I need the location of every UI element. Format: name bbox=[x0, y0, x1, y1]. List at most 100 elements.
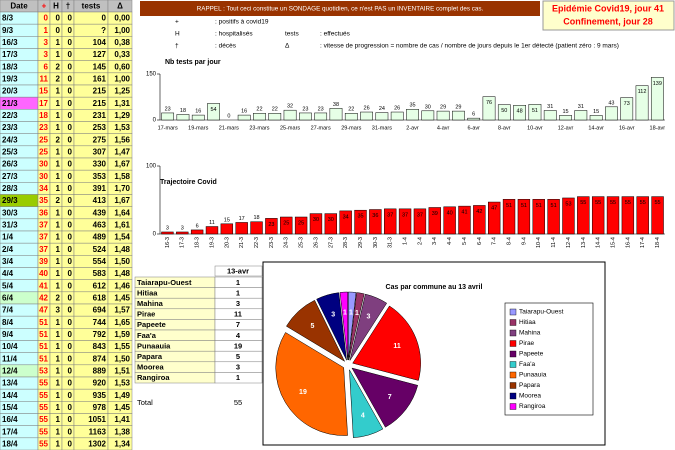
cell-text: 0 bbox=[68, 123, 73, 132]
cell-text: 0 bbox=[68, 427, 73, 436]
bar bbox=[253, 113, 266, 121]
x-tick-label: 25-mars bbox=[280, 125, 300, 131]
cell-text: Papeete bbox=[137, 320, 166, 329]
legend-label: Rangiroa bbox=[519, 403, 546, 410]
cell-text: 0 bbox=[68, 62, 73, 71]
cell-text: 0,60 bbox=[114, 62, 130, 71]
cell-text: 16/4 bbox=[2, 415, 18, 424]
x-tick-label: 14-avr bbox=[588, 125, 604, 131]
x-tick-label: 6-4 bbox=[477, 237, 483, 245]
cell-text: 1 bbox=[236, 278, 240, 287]
x-tick-label: 12-avr bbox=[558, 125, 574, 131]
cell-text: 8/4 bbox=[2, 318, 14, 327]
cell-text: 1 bbox=[56, 440, 61, 449]
cell-text: 1,67 bbox=[114, 196, 130, 205]
cell-text: 1,56 bbox=[114, 135, 130, 144]
cell-text: 612 bbox=[93, 281, 107, 290]
bar-label: 3 bbox=[181, 225, 184, 231]
x-tick-label: 31-3 bbox=[388, 237, 394, 248]
x-tick-label: 8-4 bbox=[506, 237, 512, 245]
cell-text: 0 bbox=[68, 294, 73, 303]
bar-label: 24 bbox=[379, 106, 385, 112]
y-tick-label: 0 bbox=[153, 118, 157, 124]
pie-slice bbox=[349, 369, 384, 438]
chart-title: Cas par commune au 13 avril bbox=[386, 284, 483, 291]
cell-text: 0 bbox=[68, 379, 73, 388]
cell-text: 1,45 bbox=[114, 403, 130, 412]
cell-text: 0 bbox=[68, 196, 73, 205]
bar-label: 26 bbox=[394, 105, 400, 111]
bar-label: 11 bbox=[209, 220, 215, 226]
bar-label: 55 bbox=[595, 200, 601, 206]
cell-text: 874 bbox=[93, 354, 107, 363]
bar-label: 54 bbox=[210, 107, 216, 113]
bar-label: 47 bbox=[491, 205, 497, 211]
bar-label: 39 bbox=[432, 211, 438, 217]
bar-label: 51 bbox=[521, 203, 527, 209]
cell-text: 11/4 bbox=[2, 354, 18, 363]
bar-label: 25 bbox=[283, 220, 289, 226]
cell-text: 1,50 bbox=[114, 354, 130, 363]
note-text: : décès bbox=[215, 43, 237, 50]
slice-label: 11 bbox=[393, 343, 401, 350]
cell-text: 51 bbox=[39, 354, 48, 363]
bar bbox=[443, 206, 456, 235]
cell-text: 0 bbox=[68, 111, 73, 120]
cell-text: 2 bbox=[56, 196, 61, 205]
bar bbox=[207, 103, 220, 121]
cell-text: 16/3 bbox=[2, 38, 18, 47]
cell-text: 0 bbox=[68, 221, 73, 230]
cell-text: 161 bbox=[93, 75, 107, 84]
cell-text: 9/4 bbox=[2, 330, 14, 339]
bar-label: 76 bbox=[486, 100, 492, 106]
cell-text: 55 bbox=[39, 379, 48, 388]
cell-text: ? bbox=[101, 26, 106, 35]
cell-text: 1,55 bbox=[114, 342, 130, 351]
bar-label: 29 bbox=[455, 105, 461, 111]
header-text: Date bbox=[10, 2, 28, 11]
cell-text: 55 bbox=[39, 440, 48, 449]
cell-text: 275 bbox=[93, 135, 107, 144]
x-tick-label: 31-mars bbox=[372, 125, 392, 131]
cell-text: 1,59 bbox=[114, 330, 130, 339]
bar-label: 22 bbox=[272, 107, 278, 113]
cell-text: 17/4 bbox=[2, 427, 18, 436]
cell-text: 554 bbox=[93, 257, 107, 266]
cell-text: 0 bbox=[68, 26, 73, 35]
bar bbox=[452, 110, 465, 121]
bar bbox=[574, 110, 588, 121]
cell-text: 0 bbox=[68, 257, 73, 266]
cell-text: 1 bbox=[56, 391, 61, 400]
cell-text: 23 bbox=[39, 123, 48, 132]
cell-text: Moorea bbox=[137, 363, 165, 372]
cell-text: 0 bbox=[68, 50, 73, 59]
cell-text: 1 bbox=[56, 427, 61, 436]
cell-text: 978 bbox=[93, 403, 107, 412]
bar-label: 6 bbox=[196, 223, 199, 229]
total-value: 55 bbox=[234, 398, 242, 407]
header-text: tests bbox=[82, 2, 101, 11]
bar bbox=[513, 105, 526, 121]
cell-text: 1 bbox=[44, 26, 49, 35]
bar-label: 29 bbox=[440, 105, 446, 111]
header-text: + bbox=[42, 2, 47, 11]
header-text: Δ bbox=[117, 2, 123, 11]
cell-text: 3 bbox=[236, 363, 240, 372]
cell-text: 0,38 bbox=[114, 38, 130, 47]
bar bbox=[398, 208, 412, 235]
cell-text: 1 bbox=[56, 415, 61, 424]
slice-label: 3 bbox=[331, 311, 335, 318]
bar bbox=[606, 196, 620, 235]
cell-text: 353 bbox=[93, 172, 107, 181]
cell-text: Mahina bbox=[137, 299, 164, 308]
cell-text: 1,31 bbox=[114, 99, 130, 108]
bar bbox=[577, 196, 590, 235]
cell-text: 1163 bbox=[89, 427, 107, 436]
cell-text: 35 bbox=[39, 196, 48, 205]
bar-label: 51 bbox=[532, 108, 538, 114]
cell-text: 1,54 bbox=[114, 233, 130, 242]
cell-text: 1,65 bbox=[114, 318, 130, 327]
bar bbox=[482, 96, 496, 121]
cell-text: 21/3 bbox=[2, 99, 18, 108]
bar bbox=[543, 110, 557, 121]
